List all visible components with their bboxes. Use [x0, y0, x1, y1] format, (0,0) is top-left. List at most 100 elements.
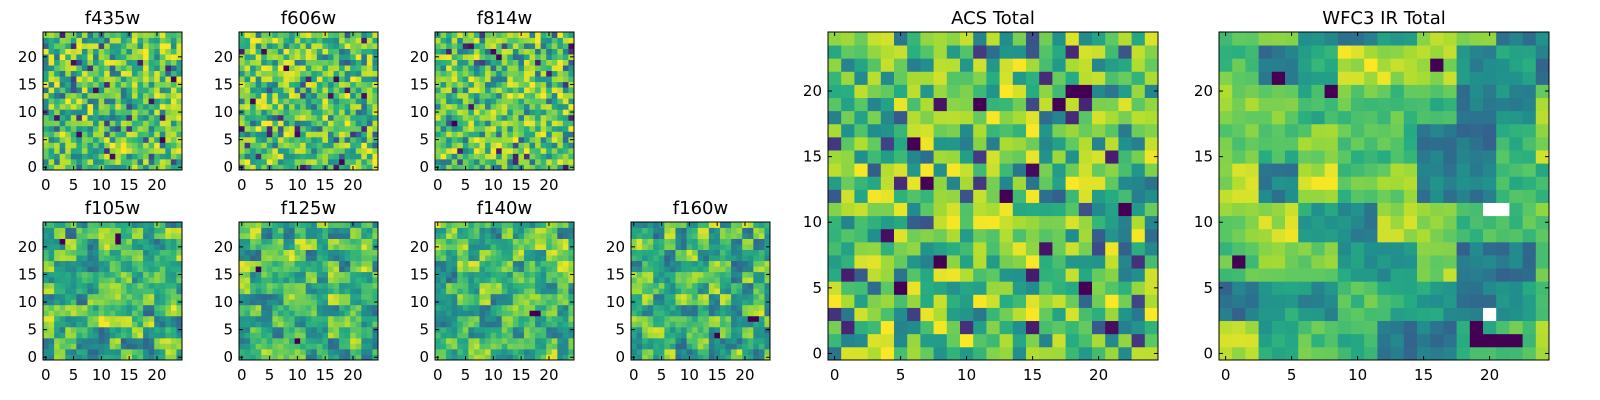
heatmap-cell	[490, 98, 497, 105]
heatmap-cell	[294, 87, 301, 94]
heatmap-cell	[87, 337, 94, 344]
heatmap-cell	[529, 142, 536, 149]
y-tick-label: 20	[214, 238, 233, 256]
heatmap-cell	[999, 307, 1014, 322]
heatmap-cell	[457, 255, 464, 262]
heatmap-cell	[446, 337, 453, 344]
heatmap-cell	[126, 114, 133, 121]
heatmap-cell	[642, 326, 649, 333]
heatmap-cell	[333, 233, 340, 239]
heatmap-cell	[327, 76, 334, 83]
heatmap-cell	[59, 54, 66, 60]
heatmap-cell	[703, 233, 710, 239]
heatmap-cell	[535, 81, 542, 88]
heatmap-cell	[115, 103, 122, 110]
heatmap-cell	[159, 332, 166, 339]
heatmap-cell	[255, 315, 262, 322]
heatmap-cell	[697, 321, 704, 328]
heatmap-cell	[731, 304, 738, 311]
heatmap-cell	[708, 233, 715, 239]
heatmap-cell	[507, 332, 514, 339]
heatmap-cell	[159, 227, 166, 234]
heatmap-cell	[490, 103, 497, 110]
heatmap-cell	[523, 32, 530, 38]
heatmap-cell	[736, 326, 743, 333]
heatmap-cell	[48, 153, 55, 160]
heatmap-cell	[126, 260, 133, 267]
heatmap-cell	[327, 65, 334, 72]
heatmap-cell	[93, 321, 99, 328]
heatmap-cell	[48, 142, 55, 149]
heatmap-cell	[551, 321, 558, 328]
heatmap-cell	[93, 114, 99, 121]
heatmap-cell	[344, 288, 351, 295]
heatmap-cell	[697, 304, 704, 311]
heatmap-cell	[87, 125, 94, 132]
heatmap-cell	[457, 238, 464, 245]
heatmap-cell	[366, 271, 373, 278]
heatmap-cell	[300, 354, 307, 361]
heatmap-cell	[255, 337, 262, 344]
heatmap-cell	[344, 70, 351, 77]
heatmap-cell	[250, 304, 257, 311]
heatmap-cell	[692, 343, 699, 350]
heatmap-cell	[551, 266, 558, 273]
heatmap-cell	[501, 32, 508, 38]
heatmap-cell	[758, 233, 765, 239]
heatmap-cell	[703, 282, 710, 289]
heatmap-cell	[1026, 346, 1040, 361]
heatmap-cell	[1144, 176, 1159, 190]
heatmap-cell	[568, 158, 575, 165]
heatmap-cell	[350, 153, 357, 160]
heatmap-cell	[562, 164, 569, 171]
heatmap-cell	[283, 266, 290, 273]
heatmap-cell	[339, 125, 346, 132]
heatmap-cell	[244, 125, 251, 132]
heatmap-cell	[473, 164, 480, 171]
heatmap-cell	[894, 150, 908, 164]
heatmap-cell	[148, 332, 155, 339]
y-tick-label: 0	[27, 348, 37, 366]
heatmap-cell	[316, 238, 323, 245]
heatmap-cell	[736, 277, 743, 284]
heatmap-cell	[104, 43, 111, 49]
heatmap-cell	[841, 268, 855, 282]
heatmap-cell	[636, 227, 643, 234]
heatmap-cell	[546, 238, 553, 245]
heatmap-cell	[277, 222, 284, 228]
heatmap-cell	[557, 65, 564, 72]
heatmap-cell	[272, 315, 279, 322]
heatmap-cell	[546, 299, 553, 306]
heatmap-cell	[933, 346, 948, 361]
heatmap-cell	[440, 65, 447, 72]
heatmap-cell	[159, 158, 166, 165]
heatmap-cell	[87, 238, 94, 245]
heatmap-cell	[1144, 228, 1159, 243]
heatmap-cell	[512, 120, 519, 127]
heatmap-cell	[327, 249, 334, 256]
heatmap-cell	[170, 103, 177, 110]
heatmap-cell	[109, 299, 116, 306]
heatmap-cell	[1131, 320, 1146, 335]
heatmap-cell	[1026, 333, 1040, 348]
heatmap-cell	[159, 81, 166, 88]
heatmap-cell	[115, 109, 122, 116]
heatmap-cell	[507, 282, 514, 289]
x-tick-label: 5	[69, 366, 79, 384]
heatmap-cell	[535, 255, 542, 262]
heatmap-cell	[148, 299, 155, 306]
heatmap-cell	[48, 310, 55, 317]
heatmap-cell	[87, 92, 94, 99]
heatmap-cell	[277, 293, 284, 300]
heatmap-cell	[457, 109, 464, 116]
heatmap-cell	[239, 343, 245, 350]
heatmap-cell	[361, 326, 368, 333]
heatmap-cell	[244, 310, 251, 317]
heatmap-cell	[518, 233, 525, 239]
heatmap-cell	[986, 346, 1000, 361]
heatmap-cell	[98, 153, 105, 160]
heatmap-cell	[266, 114, 273, 121]
heatmap-cell	[973, 268, 987, 282]
heatmap-cell	[266, 158, 273, 165]
heatmap-cell	[753, 227, 760, 234]
